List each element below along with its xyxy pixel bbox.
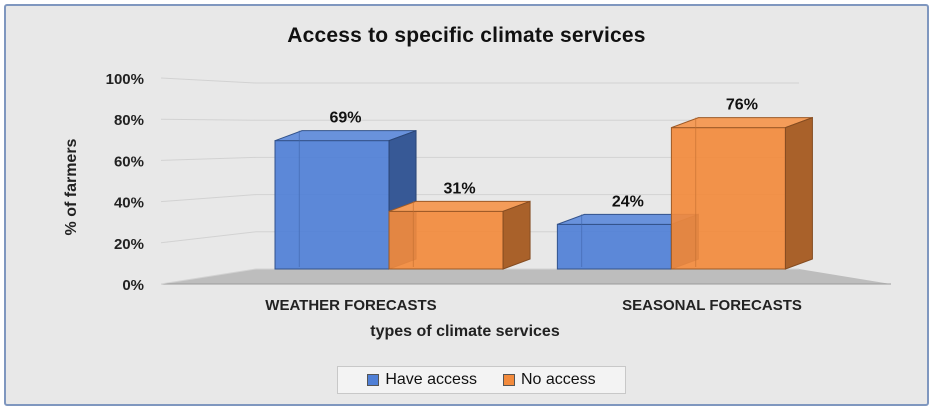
gridline: [160, 77, 799, 84]
bar-have-access-0: [274, 129, 417, 270]
x-axis-title: types of climate services: [370, 323, 560, 340]
bar-no-access-0: [388, 200, 531, 270]
x-category-label: SEASONAL FORECASTS: [622, 297, 802, 314]
chart-frame: Access to specific climate services 0% 20…: [4, 4, 929, 406]
legend-swatch-no-access: [502, 374, 515, 386]
y-tick-label: 20%: [114, 236, 144, 253]
y-tick-label: 0%: [122, 277, 144, 294]
legend-item-have-access: Have access: [367, 371, 477, 389]
legend-label-have-access: Have access: [385, 371, 477, 388]
y-axis-title: % of farmers: [63, 138, 80, 235]
bar-no-access-1: [670, 116, 813, 270]
bar-side: [502, 200, 531, 270]
y-tick-label: 80%: [114, 112, 144, 129]
y-tick-label: 100%: [106, 71, 144, 88]
x-category-label: WEATHER FORECASTS: [265, 297, 436, 314]
y-tick-label: 40%: [114, 195, 144, 212]
gridline: [160, 156, 799, 161]
bar-side: [784, 116, 813, 270]
legend-item-no-access: No access: [502, 371, 596, 389]
bar-front: [274, 140, 390, 270]
legend-swatch-have-access: [367, 374, 380, 386]
bar-front: [670, 127, 786, 270]
legend-label-no-access: No access: [520, 371, 596, 388]
y-tick-label: 60%: [114, 153, 144, 170]
chart-legend: Have access No access: [337, 366, 626, 394]
bar-front: [556, 223, 672, 270]
data-label: 31%: [444, 180, 476, 197]
data-label: 76%: [726, 97, 758, 114]
data-label: 69%: [330, 110, 362, 127]
gridline: [160, 118, 799, 121]
chart-floor: [161, 269, 891, 284]
chart-title: Access to specific climate services: [287, 24, 646, 47]
gridline: [160, 194, 799, 203]
chart-canvas: 0% 20% 40% 60% 80% 100% 69% 31% WEATHER FORECAST…: [63, 71, 891, 340]
bar-front: [388, 210, 504, 270]
data-label: 24%: [612, 193, 644, 210]
